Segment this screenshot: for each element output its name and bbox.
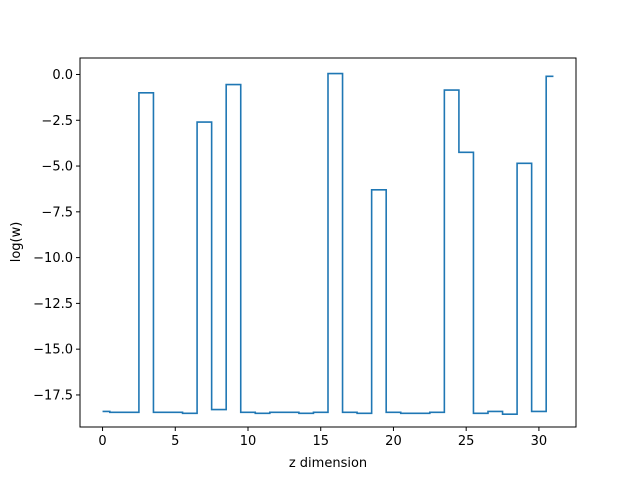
x-axis-ticks: 0 5 10 15 20 25 30 [98,427,547,449]
y-tick-label: −15.0 [33,343,73,358]
series-line-0 [102,72,554,415]
y-tick-label: −12.5 [33,297,73,312]
y-tick-label: −7.5 [41,205,73,220]
y-tick-label: 0.0 [52,68,73,83]
x-tick-label: 5 [171,434,179,449]
axes-frame [79,57,577,428]
y-tick-label: −17.5 [33,388,73,403]
y-tick-label: −5.0 [41,160,73,175]
y-axis-ticks: 0.0 −2.5 −5.0 −7.5 −10.0 −12.5 −15.0 −17.5 [33,68,80,403]
x-tick-label: 20 [385,434,402,449]
x-axis-label: z dimension [289,456,367,471]
plot-area [102,72,554,415]
y-tick-label: −10.0 [33,251,73,266]
y-tick-label: −2.5 [41,114,73,129]
x-tick-label: 10 [240,434,257,449]
x-tick-label: 25 [458,434,475,449]
x-tick-label: 15 [312,434,329,449]
x-tick-label: 30 [531,434,548,449]
y-axis-label: log(w) [9,222,24,263]
x-tick-label: 0 [98,434,106,449]
